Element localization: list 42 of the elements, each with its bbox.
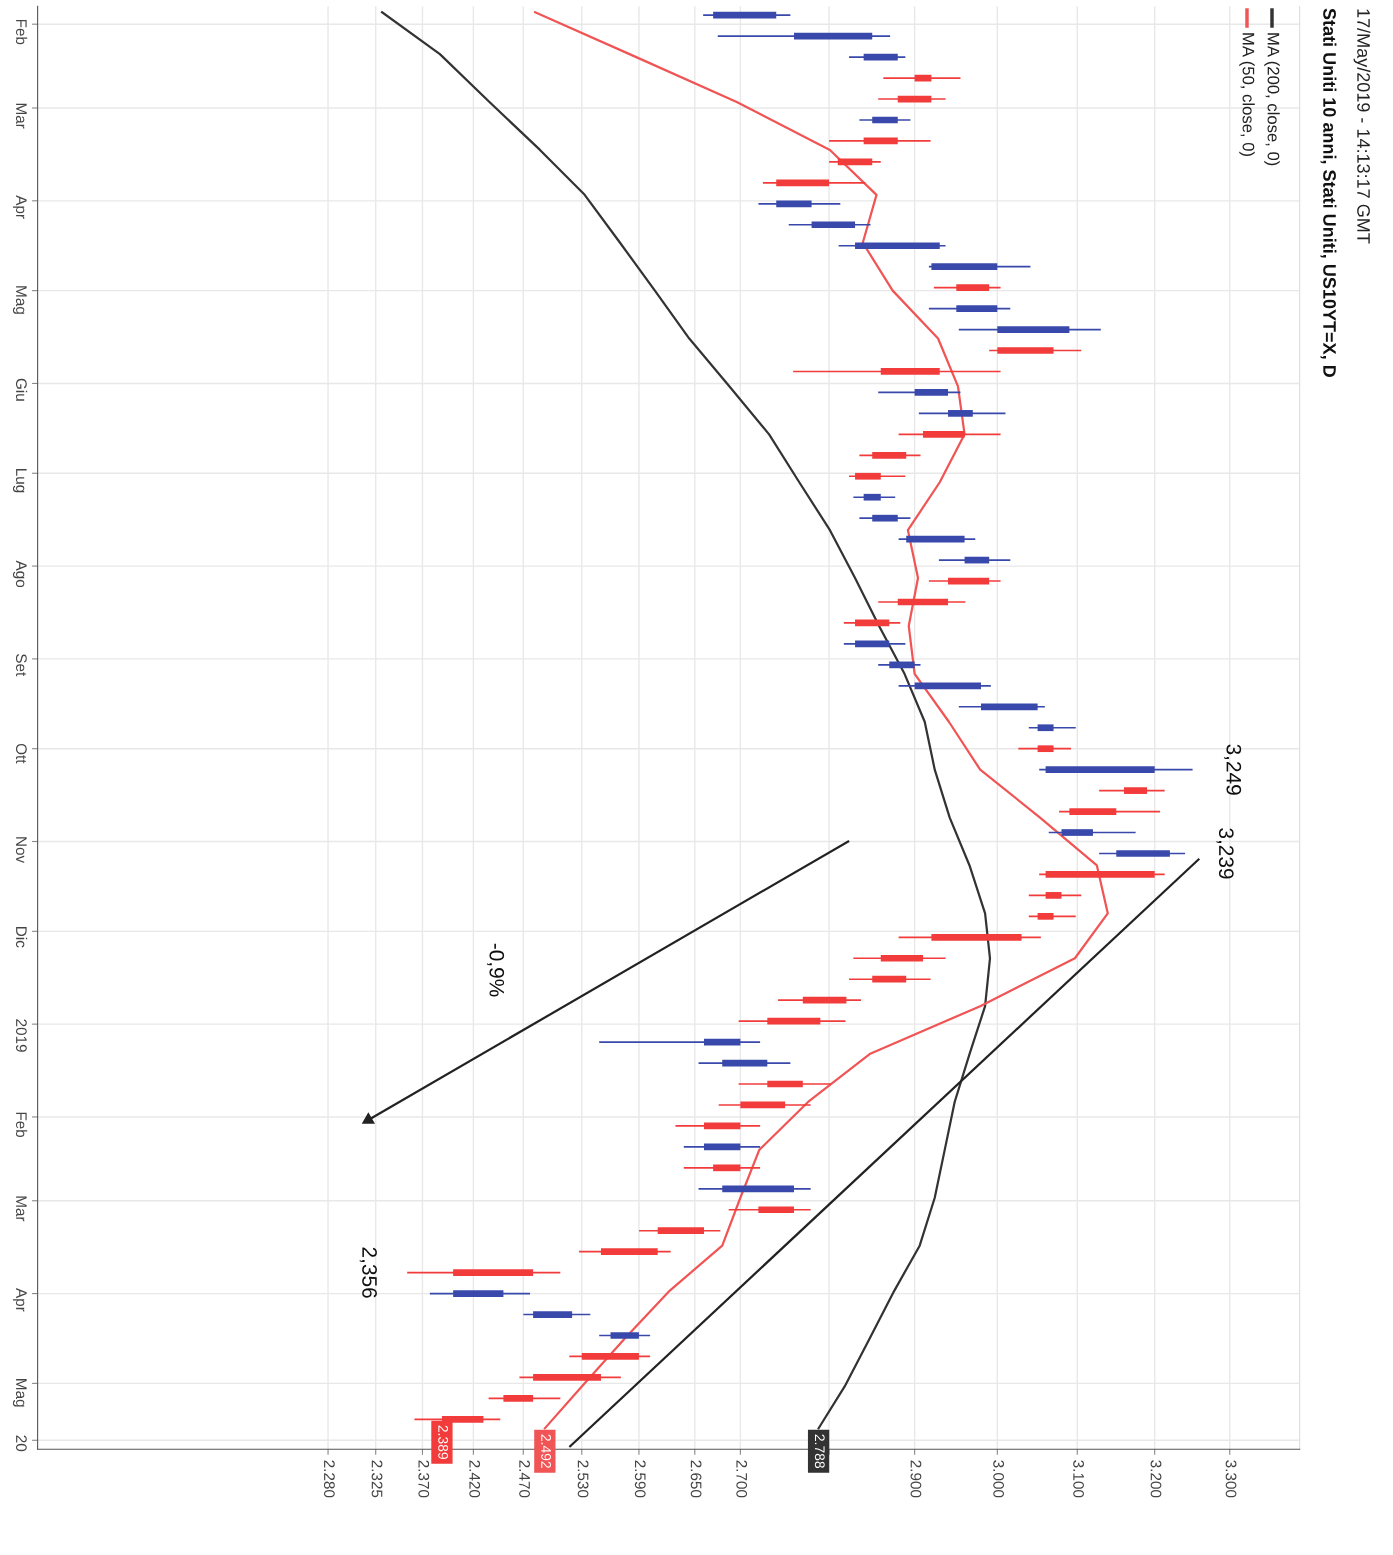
y-tick-label: Set bbox=[15, 654, 27, 677]
y-tick-label: Dic bbox=[15, 927, 28, 948]
y-tick-label: Mag bbox=[12, 286, 27, 314]
y-tick-label: Mag bbox=[12, 1379, 27, 1407]
y-tick-label: Nov bbox=[15, 837, 27, 864]
x-tick-label: 3.100 bbox=[1073, 1460, 1084, 1498]
text: Stati Uniti 10 anni, Stati Uniti, US10YT=X, D bbox=[1320, 8, 1337, 377]
legend-label: MA (50, close, 0) bbox=[1239, 33, 1255, 157]
y-tick-label: Feb bbox=[15, 1112, 28, 1138]
y-tick-label: 20 bbox=[15, 1435, 27, 1452]
x-tick-label: 3.000 bbox=[993, 1460, 1005, 1498]
annotation: -0,9% bbox=[486, 943, 505, 997]
x-tick-label: 2.370 bbox=[418, 1460, 430, 1498]
annotation: 3,239 bbox=[1216, 828, 1234, 879]
x-tick-label: 3.300 bbox=[1225, 1460, 1237, 1498]
y-tick-label: Mar bbox=[15, 1196, 27, 1222]
y-tick-label: 2019 bbox=[15, 1019, 27, 1052]
y-tick-label: Ago bbox=[12, 560, 27, 588]
x-tick-label: 2.420 bbox=[469, 1460, 481, 1498]
y-tick-label: Apr bbox=[12, 1288, 27, 1312]
y-tick-label: Apr bbox=[12, 195, 27, 219]
y-tick-label: Feb bbox=[15, 19, 28, 45]
x-tick-label: 2.700 bbox=[736, 1460, 748, 1498]
annotation: 3,249 bbox=[1223, 744, 1242, 795]
x-tick-label: 2.325 bbox=[371, 1460, 383, 1498]
legend-label: MA (200, close, 0) bbox=[1264, 33, 1280, 166]
y-tick-label: Giu bbox=[15, 378, 28, 401]
y-tick-label: Lug bbox=[12, 468, 27, 493]
text: 17/May/2019 - 14:13:17 GMT bbox=[1353, 9, 1371, 244]
data-label: 2.788 bbox=[814, 1434, 825, 1469]
x-tick-label: 3.200 bbox=[1150, 1460, 1162, 1498]
text: 2.389 bbox=[438, 1425, 449, 1459]
x-tick-label: 2.530 bbox=[577, 1460, 589, 1498]
data-label: 2.492 bbox=[541, 1434, 551, 1468]
x-tick-label: 2.650 bbox=[690, 1460, 702, 1498]
y-tick-label: Mar bbox=[15, 103, 27, 129]
x-tick-label: 2.900 bbox=[910, 1460, 922, 1498]
x-tick-label: 2.470 bbox=[519, 1460, 530, 1498]
x-tick-label: 2.590 bbox=[634, 1460, 646, 1498]
x-tick-label: 2.280 bbox=[323, 1460, 335, 1498]
y-tick-label: Ott bbox=[15, 743, 27, 764]
annotation: 2,356 bbox=[359, 1247, 377, 1298]
